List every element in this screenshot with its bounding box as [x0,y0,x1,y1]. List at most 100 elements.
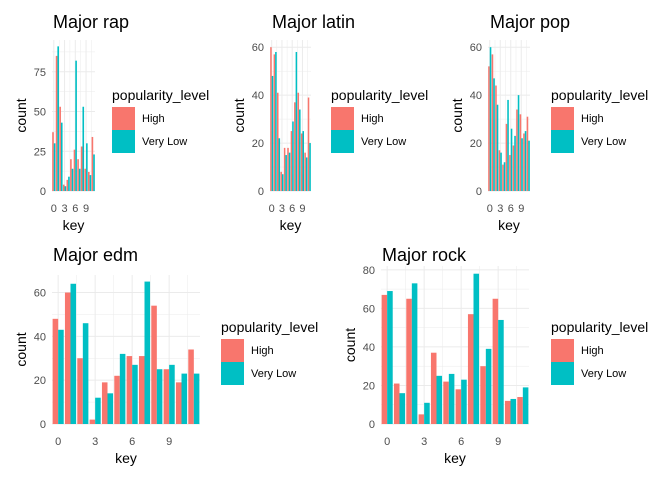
bar-high-key-5 [114,375,120,424]
bar-very-low-key-2 [82,323,89,424]
bar-very-low-key-0 [53,143,56,191]
bar-high-key-2 [406,298,412,424]
panel-title: Major pop [490,12,570,32]
legend-key-very-low [551,130,574,153]
bar-very-low-key-1 [275,51,277,191]
y-tick-label: 0 [369,419,375,431]
x-tick-label: 6 [289,203,295,215]
bar-high-key-1 [64,292,71,424]
bar-high-key-9 [300,133,303,191]
x-tick-label: 6 [129,436,135,448]
x-tick-label: 0 [487,203,493,215]
bar-very-low-key-7 [473,273,480,424]
bar-high-key-10 [175,382,182,424]
bar-high-key-3 [498,150,501,191]
x-axis-title: key [115,450,137,466]
bar-high-key-3 [280,171,282,191]
legend-key-very-low [551,362,574,385]
legend-label: Very Low [251,368,296,380]
legend-label: Very Low [361,136,406,148]
panel-title: Major rock [382,245,467,265]
x-tick-label: 0 [384,436,390,448]
bar-very-low-key-2 [60,122,63,191]
x-tick-label: 0 [55,436,61,448]
bar-high-key-6 [73,149,76,191]
panel-title: Major latin [272,12,355,32]
bar-high-key-4 [502,164,504,191]
x-axis-title: key [444,450,466,466]
y-tick-label: 40 [363,342,375,354]
bar-high-key-0 [488,66,490,191]
legend-key-very-low [221,362,244,385]
bar-high-key-4 [66,179,69,191]
bar-high-key-0 [270,47,272,191]
bar-high-key-2 [495,85,497,191]
bar-high-key-9 [163,369,170,424]
legend: popularity_level High Very Low [221,319,318,385]
bar-high-key-1 [491,54,494,191]
bar-very-low-key-10 [524,131,527,191]
bar-high-key-6 [126,356,133,424]
legend: popularity_level High Very Low [551,87,648,153]
bar-high-key-11 [188,349,194,424]
bar-high-key-10 [504,400,511,424]
y-tick-label: 20 [363,380,375,392]
bar-very-low-key-8 [156,369,163,424]
bar-very-low-key-11 [193,373,200,424]
legend-label: High [142,113,165,125]
bar-high-key-7 [138,356,145,424]
bar-high-key-2 [59,106,61,191]
x-tick-label: 3 [279,203,285,215]
bar-very-low-key-2 [496,104,499,191]
bar-high-key-0 [381,294,388,424]
bar-high-key-1 [273,54,276,191]
bars [52,46,95,191]
bar-very-low-key-2 [411,283,418,424]
bar-very-low-key-4 [68,176,70,191]
y-tick-label: 0 [40,186,46,198]
bar-very-low-key-3 [281,174,284,191]
bar-high-key-4 [430,352,437,424]
bar-very-low-key-2 [278,138,281,191]
bar-high-key-7 [294,102,296,191]
x-tick-label: 9 [495,436,501,448]
y-tick-label: 20 [470,138,482,150]
legend-label: High [361,113,384,125]
bar-very-low-key-9 [302,131,304,191]
bar-very-low-key-9 [86,143,88,191]
bar-high-key-10 [88,171,90,191]
bar-very-low-key-5 [119,353,126,424]
x-tick-label: 0 [269,203,275,215]
legend-title: popularity_level [551,87,648,103]
x-tick-label: 9 [166,436,172,448]
bar-high-key-5 [70,159,72,191]
bar-very-low-key-6 [461,379,467,424]
y-tick-label: 60 [363,303,375,315]
bar-very-low-key-10 [181,373,188,424]
y-tick-label: 40 [470,90,482,102]
legend-label: High [581,345,604,357]
bar-very-low-key-1 [399,393,406,424]
bar-high-key-9 [519,114,522,191]
bar-very-low-key-6 [292,121,294,191]
bar-high-key-11 [526,116,529,191]
bar-high-key-7 [512,145,515,191]
legend-key-high [551,107,574,130]
x-tick-label: 3 [92,436,98,448]
bar-high-key-7 [77,159,79,191]
bar-high-key-1 [393,383,400,424]
bar-high-key-9 [84,168,87,191]
x-tick-label: 6 [72,203,78,215]
bar-high-key-2 [277,92,279,191]
legend-key-high [551,339,574,362]
bar-very-low-key-6 [510,128,513,191]
bar-very-low-key-3 [64,186,67,191]
tick-labels: 0 20 40 60 80 0 3 6 9 [363,265,501,448]
bar-very-low-key-11 [522,387,529,424]
y-tick-label: 60 [34,288,46,300]
